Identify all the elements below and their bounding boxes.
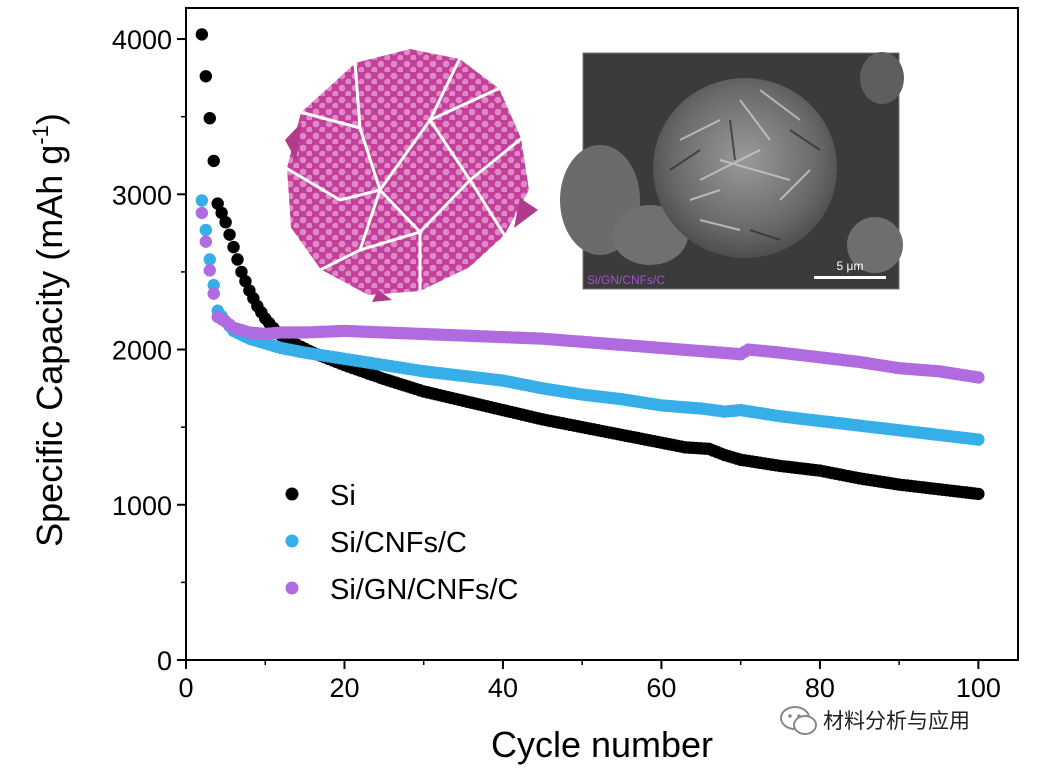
series-si [195,28,985,501]
y-tick-label: 3000 [112,180,172,210]
point-si-gn-cnfs-c [203,264,216,277]
y-axis-title-main: Specific Capacity (mAh g [29,145,70,547]
point-si-cnfs-c [195,194,209,207]
x-tick-label: 20 [329,673,359,703]
point-si [199,70,213,83]
point-si [227,240,240,254]
point-si [239,275,252,288]
legend-label-si-gn-cnfs-c: Si/GN/CNFs/C [330,574,519,606]
legend-marker-si-cnfs-c [285,534,299,548]
point-si-gn-cnfs-c [972,371,985,384]
plot-frame [185,7,1019,661]
legend: Si Si/CNFs/C Si/GN/CNFs/C [285,480,519,606]
point-si-gn-cnfs-c [199,235,213,248]
watermark: 材料分析与应用 [780,706,970,735]
x-axis: 0 20 40 60 80 100 [178,660,1001,703]
point-si [203,112,216,125]
inset-sem-image: 5 μm Si/GN/CNFs/C [560,52,904,290]
point-si-gn-cnfs-c [207,287,220,300]
x-tick-label: 40 [488,673,518,703]
point-si [211,197,224,210]
point-si [207,154,220,168]
y-tick-label: 4000 [112,25,172,55]
legend-label-si: Si [330,480,356,512]
point-si-cnfs-c [203,253,216,266]
y-axis-title: Specific Capacity (mAh g-1) [28,113,70,547]
point-si [223,228,236,241]
y-axis-title-superscript: -1 [28,125,53,145]
y-axis: 0 1000 2000 3000 4000 [112,25,186,676]
point-si [972,487,985,501]
series-si-cnfs-c [195,194,985,446]
wechat-icon [780,706,817,735]
x-axis-title: Cycle number [491,724,713,765]
point-si-gn-cnfs-c [195,206,209,220]
legend-marker-si-gn-cnfs-c [285,581,299,595]
y-axis-title-close: ) [29,113,70,125]
y-tick-label: 0 [157,646,172,676]
point-si-cnfs-c [972,433,985,446]
y-tick-label: 2000 [112,336,172,366]
point-si [235,265,248,279]
sem-scale-label: 5 μm [837,259,864,273]
x-tick-label: 100 [956,673,1001,703]
point-si [219,216,232,229]
x-tick-label: 60 [646,673,676,703]
point-si [231,253,244,266]
sem-sample-label: Si/GN/CNFs/C [587,273,665,287]
point-si [215,206,228,220]
x-tick-label: 80 [805,673,835,703]
point-si-cnfs-c [207,278,220,292]
point-si [195,28,209,41]
y-tick-label: 1000 [112,491,172,521]
legend-label-si-cnfs-c: Si/CNFs/C [330,527,467,559]
legend-marker-si [285,487,299,501]
point-si-cnfs-c [199,223,213,237]
watermark-text: 材料分析与应用 [823,710,970,733]
x-tick-label: 0 [178,673,193,703]
series-si-gn-cnfs-c [195,206,985,384]
inset-illustration [284,46,538,302]
